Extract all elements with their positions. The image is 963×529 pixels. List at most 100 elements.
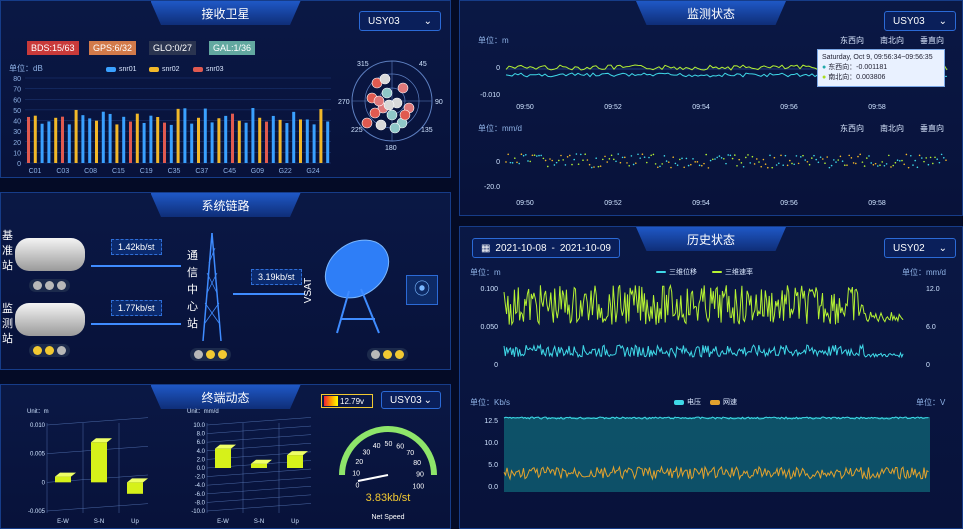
velocity-point [811,157,813,159]
snr-xtick: G24 [306,168,319,175]
sky-satellite [399,109,411,121]
velocity-point [872,164,875,166]
velocity-point [846,164,848,166]
velocity-point [610,154,613,157]
velocity-point [751,155,754,158]
xtick: E-W [217,519,229,525]
snr-bar [33,115,37,163]
legend-ns-1: 南北向 [880,36,904,45]
velocity-point [533,154,536,156]
xtick: 09:52 [604,104,622,111]
date-separator: - [551,242,555,254]
snr-xtick: C45 [223,168,236,175]
sky-satellite [381,87,393,99]
sky-satellite [389,122,401,134]
snr-bar [183,108,187,163]
battery-indicator: 12.79v [321,394,373,408]
legend-voltage: 电压 [674,397,701,407]
velocity-point [558,159,560,162]
xtick: 09:50 [516,104,534,111]
snr-bar [108,113,112,163]
velocity-point [613,158,615,161]
velocity-point [538,154,540,157]
velocity-point [921,157,923,159]
snr-bar [176,108,180,163]
tooltip-row-ew: ● 东西向：-0.001181 [822,64,888,71]
signal-icon: ⦿ [406,275,438,305]
velocity-point [628,164,630,167]
velocity-point [705,153,707,156]
gauge-tick: 60 [396,443,404,450]
snr-bar [244,122,248,163]
velocity-point [844,164,846,167]
snr-bar [190,123,194,163]
snr-bar [312,124,316,163]
legend-disp: 三维位移 [656,267,697,277]
velocity-point [855,162,857,165]
sky-satellite [361,117,373,129]
ytick: 0 [496,159,500,166]
monitor-unit-1: 单位：m [478,36,509,45]
center-station-label: 通信中心站 [187,250,198,330]
xtick: Up [131,519,139,525]
velocity-point [830,164,833,167]
velocity-point [527,160,529,162]
terminal-station-select[interactable]: USY03 ⌄ [381,391,441,409]
velocity-point [745,156,747,159]
velocity-point [934,156,936,159]
velocity-point [775,164,778,166]
bar [91,442,107,483]
skyplot: 315 45 270 90 225 135 180 [338,60,443,152]
ytick: -10.0 [191,509,205,515]
velocity-point [762,158,765,161]
chevron-down-icon: ⌄ [938,15,947,27]
velocity-point [606,161,608,163]
velocity-point [637,153,639,156]
ytick: 0.005 [30,452,46,458]
velocity-point [525,153,527,156]
vsat-status-lights [367,348,408,361]
velocity-point [505,161,507,163]
bar [251,463,267,468]
snr-bar [115,124,119,163]
velocity-point [740,162,743,164]
gps-badge: GPS:6/32 [89,41,137,55]
vsat-label: VSAT [303,277,315,304]
snr-bar [95,120,98,163]
velocity-point [654,163,657,165]
station-select[interactable]: USY03 ⌄ [359,11,441,31]
velocity-point [879,164,881,166]
history-unit-right-2: 单位：V [916,398,946,407]
snr-xtick: G09 [251,168,264,175]
history-station-select[interactable]: USY02 ⌄ [884,238,956,258]
velocity-point [782,164,784,166]
velocity-point [595,157,597,160]
ytick: 0.0 [488,484,498,491]
velocity-point [907,166,910,169]
xtick: Up [291,519,299,525]
velocity-point [643,156,646,158]
velocity-point [850,157,853,159]
date-range-picker[interactable]: ▦ 2021-10-08 - 2021-10-09 [472,238,620,258]
terminal-panel: 终端动态 12.79v USY03 ⌄ Unit：m 0.010 0.005 0 -0.0… [0,384,451,529]
vsat-dish-icon [324,239,390,334]
ytick: -4.0 [195,483,206,489]
velocity-point [599,165,602,167]
velocity-point [758,161,760,163]
velocity-point [797,162,800,165]
monitor-station-select[interactable]: USY03 ⌄ [884,11,956,31]
velocity-point [617,153,619,155]
velocity-point [571,163,573,166]
arrow-monitor [91,323,181,325]
sky-label-135: 135 [421,127,433,134]
velocity-point [918,154,921,157]
monitor-panel: 监测状态 USY03 ⌄ 单位：m 东西向 南北向 垂直向 0 -0.010 09:5… [459,0,963,216]
snr-bar [326,121,330,163]
velocity-point [639,157,641,159]
velocity-point [725,162,727,165]
velocity-point [683,166,685,169]
velocity-point [771,166,773,169]
velocity-point [916,166,919,169]
velocity-point [877,165,879,167]
snr-xtick: C19 [140,168,153,175]
